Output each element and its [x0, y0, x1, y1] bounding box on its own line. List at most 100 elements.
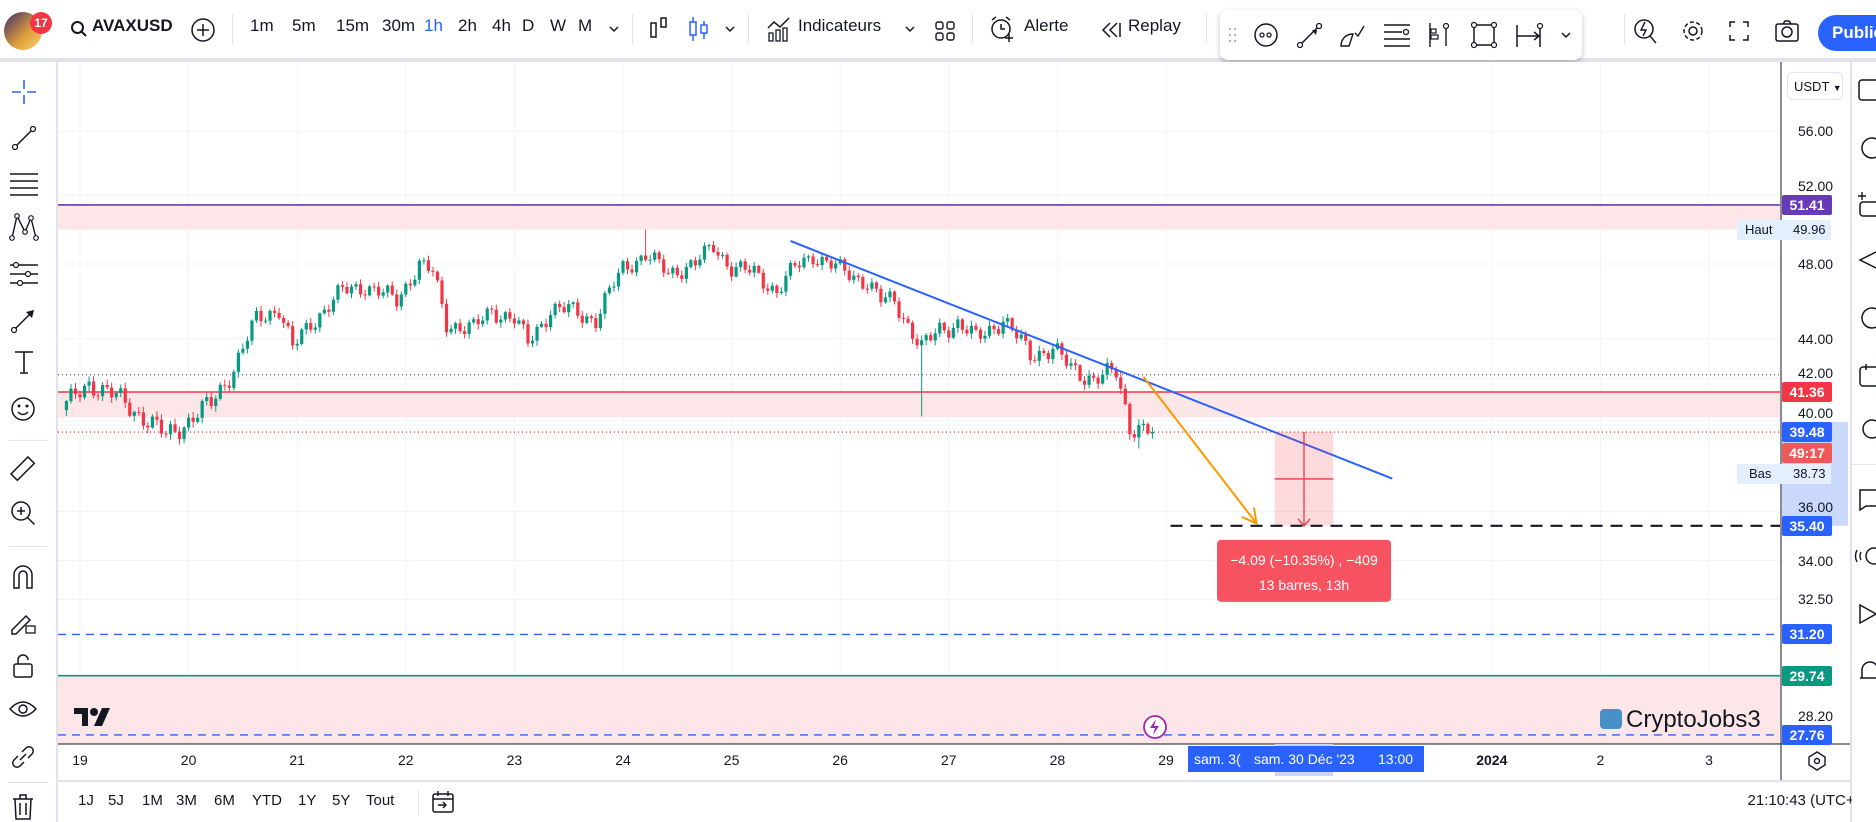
play-icon[interactable]: [1858, 602, 1876, 626]
candle-body: [87, 381, 91, 386]
publish-button[interactable]: Publier: [1818, 15, 1876, 51]
auto-scale-icon[interactable]: [1806, 750, 1828, 772]
crosshair-icon[interactable]: [10, 78, 38, 106]
timeframe-1h[interactable]: 1h: [424, 16, 443, 35]
arrow-line[interactable]: [1142, 376, 1258, 525]
fullscreen-icon[interactable]: [1728, 20, 1750, 42]
magnet-icon[interactable]: [8, 562, 38, 592]
range-tout[interactable]: Tout: [366, 792, 395, 809]
range-ytd[interactable]: YTD: [252, 792, 282, 809]
range-1j[interactable]: 1J: [78, 792, 94, 809]
timeframe-D[interactable]: D: [522, 16, 535, 35]
alert-button[interactable]: Alerte: [1024, 16, 1069, 35]
timeframe-2h[interactable]: 2h: [458, 16, 477, 35]
chevron-down-icon[interactable]: [904, 24, 916, 34]
layout-grid-icon[interactable]: [934, 20, 956, 42]
eye-icon[interactable]: [8, 696, 38, 722]
candle-body: [911, 322, 915, 339]
chevron-down-icon[interactable]: [1560, 30, 1572, 40]
align-anchor-icon[interactable]: [1426, 21, 1454, 49]
timeframe-15m[interactable]: 15m: [336, 16, 370, 35]
go-to-date-calendar-icon[interactable]: [430, 788, 456, 816]
ideas-bulb-icon[interactable]: [1858, 418, 1876, 444]
brush-style-icon[interactable]: [1338, 21, 1366, 49]
search-icon[interactable]: [70, 20, 88, 38]
date-range-tool-icon[interactable]: [1514, 21, 1544, 49]
range-5y[interactable]: 5Y: [332, 792, 351, 809]
line-tool-color-icon[interactable]: [1296, 21, 1324, 49]
candle-body: [711, 245, 716, 252]
emoji-icon[interactable]: [8, 394, 38, 424]
ruler-icon[interactable]: [8, 454, 38, 484]
timeframe-30m[interactable]: 30m: [382, 16, 416, 35]
clock[interactable]: 21:10:43 (UTC+1): [1747, 792, 1868, 809]
trend-line-icon[interactable]: [10, 124, 38, 152]
text-tool-icon[interactable]: [10, 348, 38, 376]
alerts-clock-icon[interactable]: [1858, 136, 1876, 160]
range-5j[interactable]: 5J: [108, 792, 124, 809]
timeframe-4h[interactable]: 4h: [492, 16, 511, 35]
rectangle-tool-icon[interactable]: [1470, 21, 1498, 49]
alarm-clock-icon[interactable]: [988, 15, 1016, 43]
compare-plus-icon[interactable]: [190, 17, 216, 43]
broadcast-icon[interactable]: [1852, 544, 1876, 568]
object-tree-icon[interactable]: [1858, 190, 1876, 218]
timeframe-W[interactable]: W: [550, 16, 567, 35]
notifications-bell-icon[interactable]: [1858, 660, 1876, 684]
bar-chart-type-icon[interactable]: [648, 15, 670, 43]
candle-body: [372, 286, 376, 288]
gear-icon[interactable]: [1680, 18, 1706, 44]
candle-body: [1028, 340, 1032, 361]
link-icon[interactable]: [8, 742, 38, 772]
range-6m[interactable]: 6M: [214, 792, 235, 809]
divider: [632, 14, 633, 44]
replay-button[interactable]: Replay: [1128, 16, 1181, 35]
candle-body: [177, 431, 182, 440]
camera-icon[interactable]: [1774, 19, 1800, 43]
currency-dropdown[interactable]: USDT ▼: [1787, 72, 1843, 100]
candle-body: [1010, 318, 1014, 330]
watchlist-icon[interactable]: [1858, 78, 1876, 102]
divider: [1206, 14, 1207, 44]
pattern-tool-icon[interactable]: [8, 212, 40, 242]
trend-line[interactable]: [790, 240, 1393, 480]
lock-icon[interactable]: [10, 652, 36, 680]
timeframe-M[interactable]: M: [578, 16, 593, 35]
quick-search-icon[interactable]: [1632, 17, 1658, 45]
chevron-down-icon[interactable]: [608, 24, 620, 34]
lock-drawing-pencil-icon[interactable]: [8, 606, 38, 636]
price-tick-label: 34.00: [1798, 552, 1834, 569]
timeframe-1m[interactable]: 1m: [250, 16, 274, 35]
candle-body: [535, 326, 539, 341]
candle-body: [182, 427, 186, 440]
line-width-icon[interactable]: [1382, 22, 1412, 48]
candles-chart-type-icon[interactable]: [688, 15, 710, 43]
chevron-down-icon[interactable]: [724, 24, 736, 34]
lightning-event-icon[interactable]: [1142, 714, 1168, 740]
indicators-icon[interactable]: [766, 16, 792, 42]
indicators-button[interactable]: Indicateurs: [798, 16, 882, 35]
candle-body: [1001, 321, 1005, 334]
forecast-tool-icon[interactable]: [8, 260, 40, 288]
candle-body: [386, 285, 390, 293]
low-label: Bas 38.73: [1737, 464, 1831, 485]
template-circle-icon[interactable]: [1252, 21, 1280, 49]
range-1m[interactable]: 1M: [142, 792, 163, 809]
candle-body: [458, 323, 462, 332]
timeframe-5m[interactable]: 5m: [292, 16, 316, 35]
chat-icon[interactable]: [1858, 306, 1876, 330]
zoom-in-icon[interactable]: [8, 498, 38, 528]
symbol-search-button[interactable]: AVAXUSD: [92, 16, 173, 35]
candle-body: [463, 331, 467, 334]
fib-retracement-icon[interactable]: [8, 170, 40, 198]
replay-icon[interactable]: [1100, 20, 1122, 40]
layers-icon[interactable]: [1858, 248, 1876, 272]
range-3m[interactable]: 3M: [176, 792, 197, 809]
message-icon[interactable]: [1858, 488, 1876, 512]
calendar-icon[interactable]: [1858, 362, 1876, 388]
trash-icon[interactable]: [10, 792, 36, 822]
brush-icon[interactable]: [10, 306, 38, 334]
range-1y[interactable]: 1Y: [298, 792, 317, 809]
drag-handle-icon[interactable]: [1228, 27, 1238, 43]
